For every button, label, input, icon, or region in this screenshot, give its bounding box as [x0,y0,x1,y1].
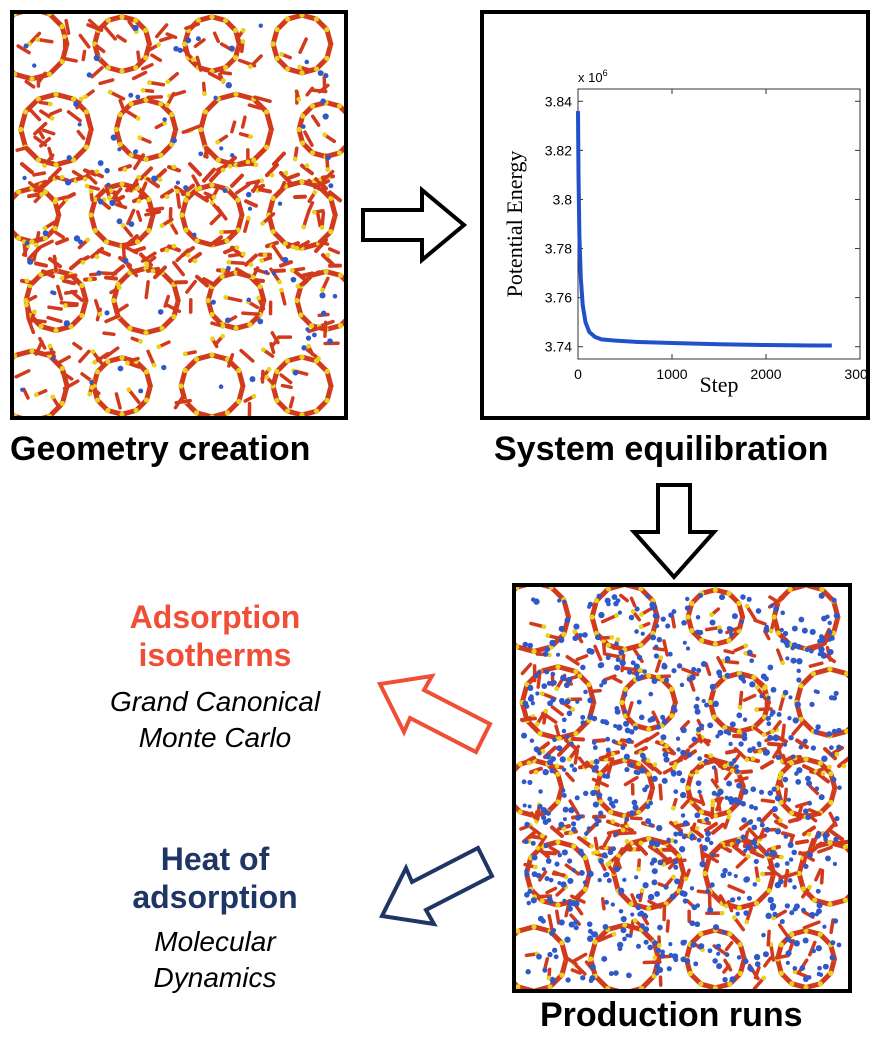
adsorption-isotherms-title: Adsorption isotherms [90,598,340,674]
plot-frame [577,88,861,360]
md-line1: Molecular [154,926,276,957]
heat-title-line2: adsorption [132,879,298,915]
geometry-panel [10,10,348,420]
y-tick-label: 3.82 [545,142,572,158]
production-caption: Production runs [540,996,803,1034]
molecular-dynamics-method: Molecular Dynamics [100,924,330,996]
adsorption-title-line2: isotherms [138,637,292,673]
arrow-right-icon [361,186,468,264]
y-axis-label: Potential Energy [502,151,527,298]
heat-title-line1: Heat of [160,841,270,877]
x-axis-label: Step [699,372,738,397]
grand-canonical-method: Grand Canonical Monte Carlo [70,684,360,756]
y-tick-label: 3.78 [545,241,572,257]
y-tick-label: 3.8 [553,191,573,207]
zeolite-framework-structure [14,14,344,416]
md-line2: Dynamics [153,962,277,993]
equilibration-panel: x 106 3.74 3.76 3.78 3.8 3.82 3.84 0 1000 2000 3… [480,10,870,420]
heat-of-adsorption-title: Heat of adsorption [100,840,330,916]
x-tick-label: 3000 [844,366,866,382]
zeolite-with-guest-molecules [516,587,848,989]
production-panel [512,583,852,993]
y-tick-label: 3.74 [545,339,572,355]
y-tick-label: 3.84 [545,93,572,109]
geometry-caption: Geometry creation [10,430,311,468]
equilibration-caption: System equilibration [494,430,829,468]
arrow-down-left-icon [378,845,495,927]
x-tick-label: 2000 [750,366,781,382]
arrow-up-left-icon [376,673,493,755]
y-tick-label: 3.76 [545,290,572,306]
adsorption-title-line1: Adsorption [129,599,301,635]
x-tick-label: 0 [574,366,582,382]
guest-molecules [20,23,338,394]
framework-bonds [14,14,344,416]
gcmc-line1: Grand Canonical [109,686,321,717]
gcmc-line2: Monte Carlo [138,722,292,753]
potential-energy-chart: x 106 3.74 3.76 3.78 3.8 3.82 3.84 0 1000 2000 3… [502,68,866,397]
y-multiplier: x 106 [578,68,608,85]
series-line [576,111,832,348]
guest-molecules [521,592,842,984]
arrow-down-icon [629,483,719,581]
x-tick-label: 1000 [656,366,687,382]
